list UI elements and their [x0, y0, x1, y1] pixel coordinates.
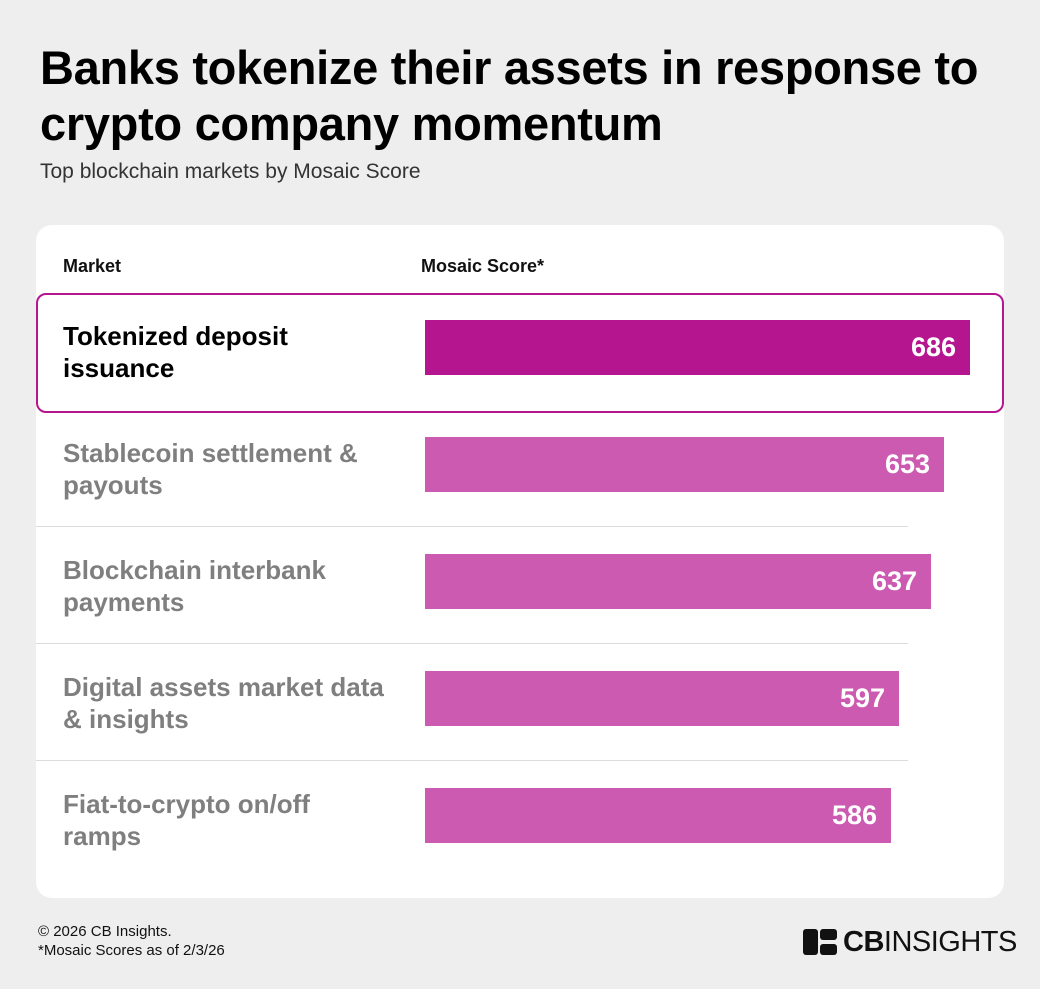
score-value-label: 653 [884, 449, 930, 479]
column-header-score: Mosaic Score* [421, 256, 545, 276]
market-label: Stablecoin settlement & payouts [63, 437, 393, 501]
column-header-market: Market [63, 256, 122, 276]
chart-subtitle: Top blockchain markets by Mosaic Score [40, 160, 421, 183]
cb-insights-logo-mark-icon [803, 929, 837, 955]
score-value-label: 686 [910, 332, 956, 362]
market-label-line: payments [63, 587, 185, 617]
market-label: Digital assets market data & insights [63, 671, 393, 735]
market-label-line: Digital assets market data [63, 672, 384, 702]
market-label: Tokenized deposit issuance [63, 320, 393, 384]
copyright-text: © 2026 CB Insights. [38, 923, 172, 940]
row-divider [36, 760, 908, 761]
market-label: Blockchain interbank payments [63, 554, 393, 618]
market-label-line: Fiat-to-crypto on/off [63, 789, 310, 819]
row-divider [36, 526, 908, 527]
cb-insights-logo: CBINSIGHTS [803, 926, 1017, 958]
market-label: Fiat-to-crypto on/off ramps [63, 788, 393, 852]
score-value-label: 586 [831, 800, 877, 830]
footnote: © 2026 CB Insights. *Mosaic Scores as of… [38, 922, 225, 960]
score-bar: 686 [425, 320, 970, 375]
chart-title: Banks tokenize their assets in response … [40, 41, 979, 150]
score-value-label: 637 [871, 566, 917, 596]
market-label-line: Blockchain interbank [63, 555, 326, 585]
cb-insights-logo-text: CBINSIGHTS [843, 925, 1017, 958]
score-date-note: *Mosaic Scores as of 2/3/26 [38, 942, 225, 959]
score-bar: 653 [425, 437, 944, 492]
market-label-line: Tokenized deposit [63, 321, 288, 351]
score-bar: 597 [425, 671, 899, 726]
score-value-label: 597 [839, 683, 885, 713]
row-divider [36, 643, 908, 644]
market-label-line: ramps [63, 821, 142, 851]
score-bar: 586 [425, 788, 891, 843]
market-label-line: issuance [63, 353, 175, 383]
market-label-line: & insights [63, 704, 189, 734]
market-label-line: Stablecoin settlement & [63, 438, 358, 468]
score-bar: 637 [425, 554, 931, 609]
market-label-line: payouts [63, 470, 163, 500]
